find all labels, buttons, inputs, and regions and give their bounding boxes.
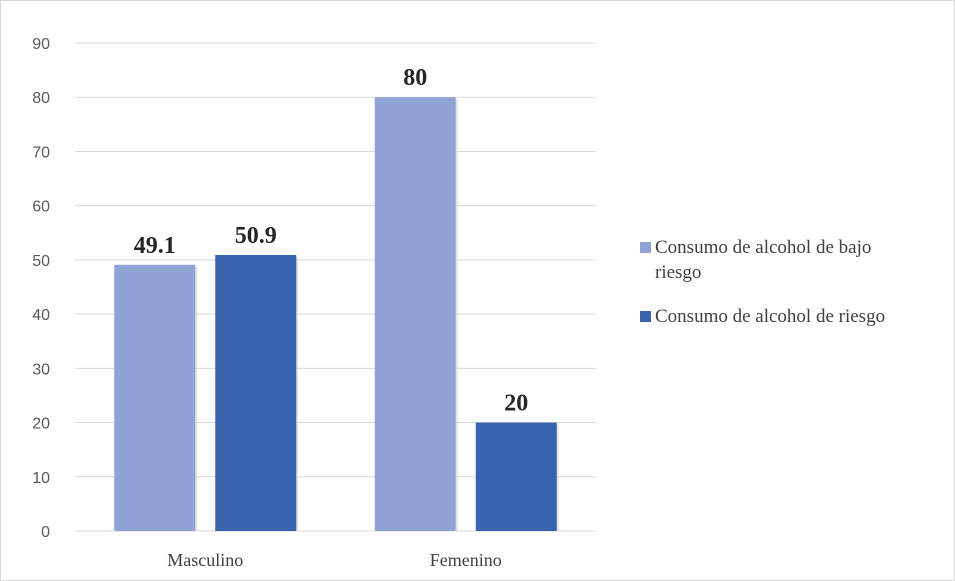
y-tick-label: 30: [32, 361, 50, 378]
y-tick-label: 70: [32, 144, 50, 161]
x-axis-categories: Masculino Femenino: [167, 550, 502, 570]
category-label-femenino: Femenino: [430, 550, 502, 570]
y-tick-label: 80: [32, 90, 50, 107]
bars: [114, 97, 559, 531]
data-label: 20: [504, 391, 528, 417]
bar-femenino-series-2: [475, 422, 557, 531]
y-tick-label: 60: [32, 199, 50, 216]
legend-swatch-1: [640, 242, 651, 253]
y-tick-label: 10: [32, 470, 50, 487]
y-tick-label: 90: [32, 36, 50, 53]
y-tick-label: 50: [32, 253, 50, 270]
category-label-masculino: Masculino: [167, 550, 243, 570]
y-tick-label: 0: [41, 524, 50, 541]
legend-label-1: Consumo de alcohol de bajo: [655, 237, 871, 258]
legend-label-2: Consumo de alcohol de riesgo: [655, 306, 885, 327]
legend: Consumo de alcohol de bajo riesgo Consumo …: [640, 237, 885, 327]
legend-label-1: riesgo: [655, 262, 701, 283]
legend-swatch-2: [640, 311, 651, 322]
data-labels: 49.1 50.9 80 20: [134, 65, 529, 416]
y-tick-label: 20: [32, 416, 50, 433]
y-tick-label: 40: [32, 307, 50, 324]
bar-masculino-series-1: [114, 264, 196, 531]
data-label: 50.9: [235, 223, 277, 249]
bar-masculino-series-2: [215, 255, 297, 531]
bar-femenino-series-1: [374, 97, 456, 531]
data-label: 80: [403, 65, 427, 91]
y-axis-ticks: 0 10 20 30 40 50 60 70 80 90: [32, 36, 50, 541]
data-label: 49.1: [134, 233, 176, 259]
